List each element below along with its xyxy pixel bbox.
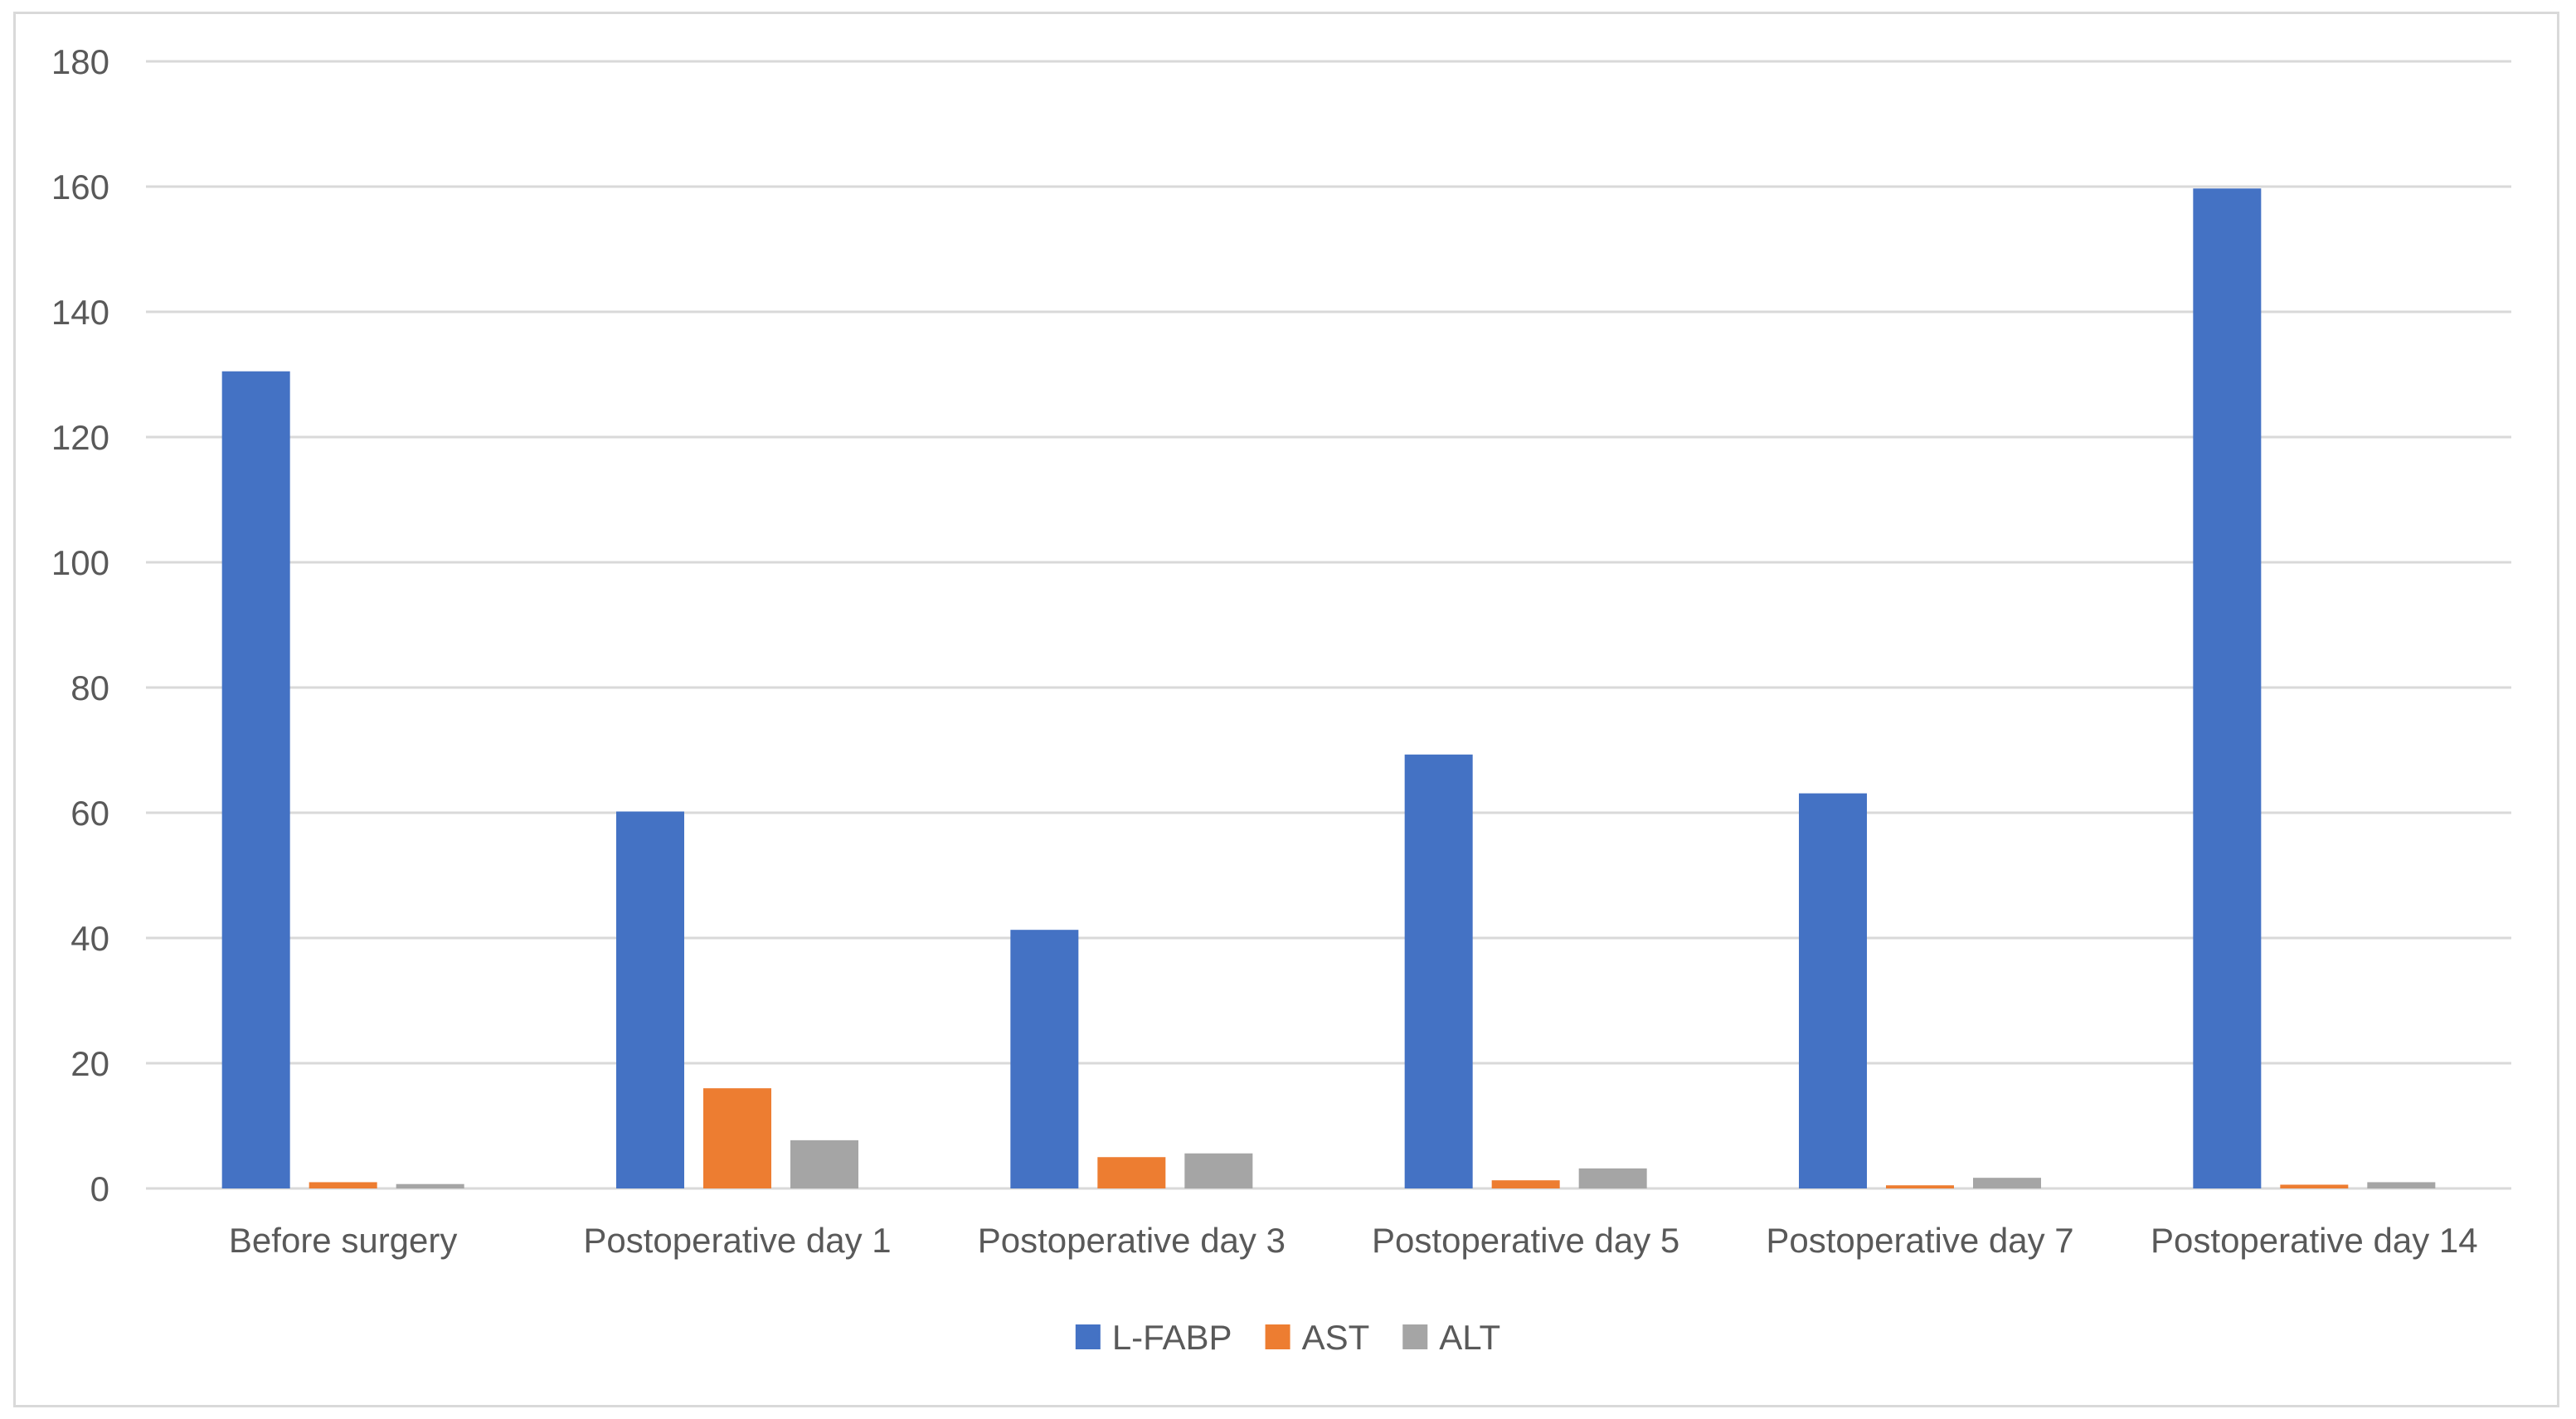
y-tick-label-60: 60 bbox=[70, 794, 109, 833]
gridlines bbox=[146, 60, 2511, 1190]
chart-frame bbox=[13, 12, 2559, 1407]
bar-ast-2 bbox=[1097, 1157, 1166, 1188]
legend-swatch-ast bbox=[1265, 1324, 1290, 1349]
x-tick-label-5: Postoperative day 14 bbox=[2151, 1221, 2478, 1260]
bar-ast-5 bbox=[2280, 1184, 2349, 1188]
bar-ast-0 bbox=[309, 1182, 377, 1188]
y-tick-label-100: 100 bbox=[51, 543, 109, 582]
legend-swatch-alt bbox=[1402, 1324, 1428, 1349]
bar-ast-1 bbox=[703, 1088, 771, 1188]
bar-l-fabp-3 bbox=[1404, 754, 1473, 1188]
x-tick-label-4: Postoperative day 7 bbox=[1766, 1221, 2073, 1260]
legend-swatch-l-fabp bbox=[1075, 1324, 1101, 1349]
y-tick-label-20: 20 bbox=[70, 1044, 109, 1083]
y-tick-label-40: 40 bbox=[70, 919, 109, 958]
y-tick-label-0: 0 bbox=[90, 1169, 109, 1208]
bar-alt-4 bbox=[1973, 1178, 2041, 1188]
bar-ast-3 bbox=[1491, 1180, 1560, 1188]
bar-l-fabp-5 bbox=[2193, 188, 2262, 1188]
bar-l-fabp-2 bbox=[1010, 930, 1079, 1188]
y-tick-label-140: 140 bbox=[51, 293, 109, 332]
legend-label-l-fabp: L-FABP bbox=[1112, 1318, 1232, 1357]
bar-alt-3 bbox=[1578, 1168, 1647, 1188]
y-axis-ticks: 0 20 40 60 80 100 120 140 160 180 bbox=[51, 42, 109, 1208]
bars bbox=[221, 188, 2436, 1189]
x-tick-label-2: Postoperative day 3 bbox=[978, 1221, 1286, 1260]
legend-label-ast: AST bbox=[1302, 1318, 1370, 1357]
y-tick-label-80: 80 bbox=[70, 668, 109, 707]
legend: L-FABP AST ALT bbox=[1075, 1318, 1500, 1357]
bar-l-fabp-4 bbox=[1799, 793, 1867, 1188]
bar-l-fabp-1 bbox=[616, 811, 684, 1188]
x-tick-label-1: Postoperative day 1 bbox=[583, 1221, 891, 1260]
bar-ast-4 bbox=[1886, 1185, 1954, 1188]
x-tick-label-0: Before surgery bbox=[229, 1221, 457, 1260]
y-tick-label-180: 180 bbox=[51, 42, 109, 81]
y-tick-label-160: 160 bbox=[51, 168, 109, 207]
x-axis-ticks: Before surgery Postoperative day 1 Postope… bbox=[229, 1221, 2478, 1260]
legend-label-alt: ALT bbox=[1439, 1318, 1500, 1357]
bar-l-fabp-0 bbox=[221, 371, 290, 1189]
y-tick-label-120: 120 bbox=[51, 418, 109, 457]
x-tick-label-3: Postoperative day 5 bbox=[1372, 1221, 1679, 1260]
bar-alt-0 bbox=[396, 1183, 464, 1188]
bar-alt-1 bbox=[790, 1140, 858, 1188]
bar-alt-2 bbox=[1184, 1153, 1253, 1188]
bar-alt-5 bbox=[2367, 1182, 2436, 1188]
